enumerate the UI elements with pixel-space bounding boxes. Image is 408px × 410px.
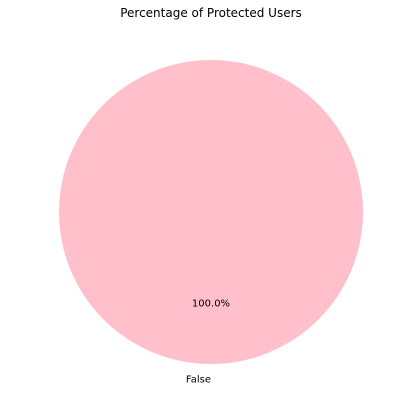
pie-slices	[59, 60, 363, 364]
pie-labels: False 100.0%	[186, 299, 230, 386]
chart-title: Percentage of Protected Users	[120, 6, 302, 20]
pie-label-false: False	[186, 375, 211, 386]
pie-percent-label: 100.0%	[192, 299, 230, 310]
pie-slice-false	[59, 60, 363, 364]
